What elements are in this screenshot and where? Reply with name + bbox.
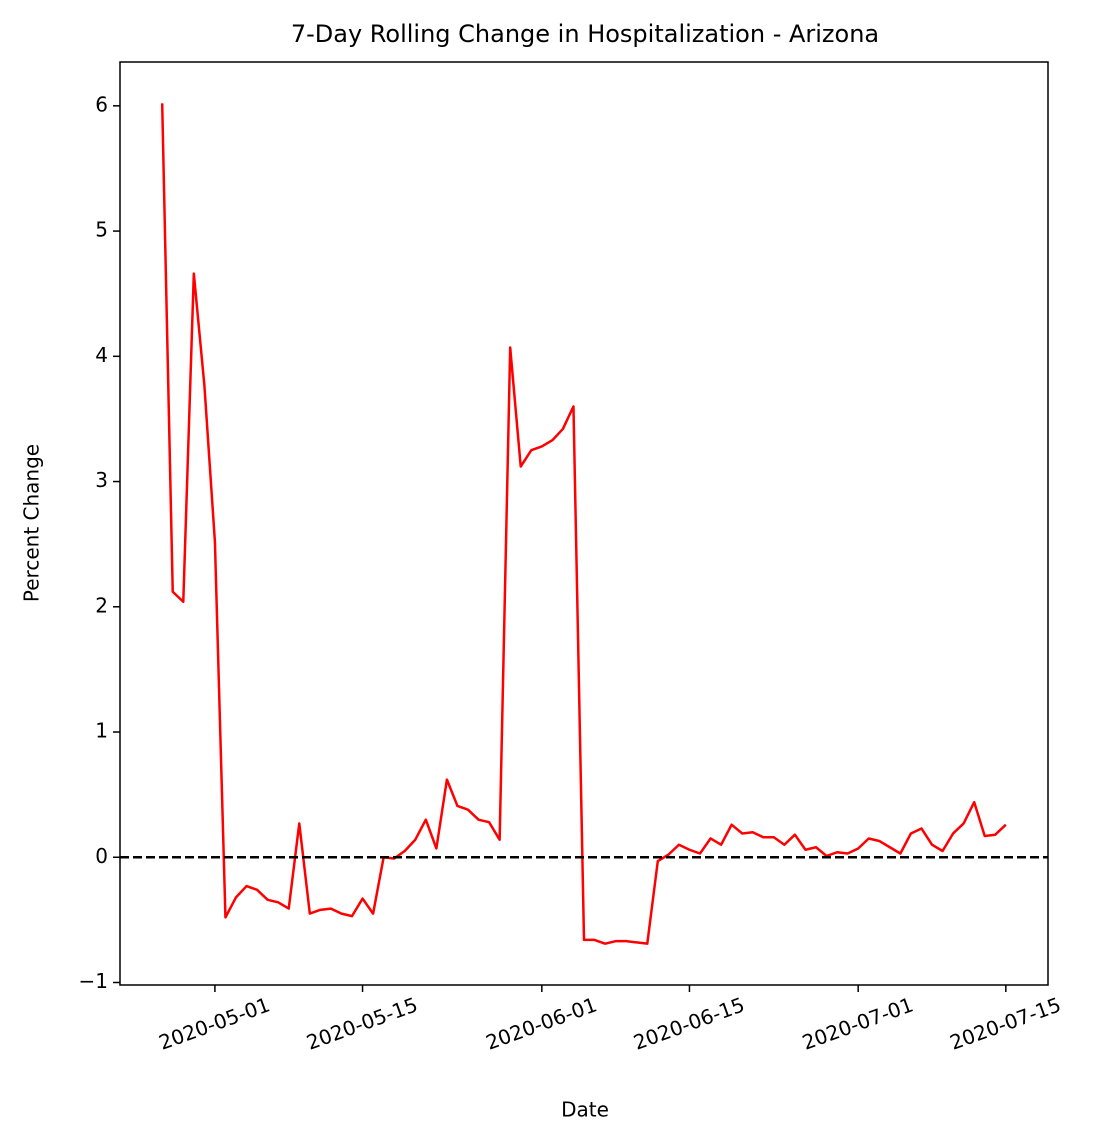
x-tick-label: 2020-07-15 <box>947 992 1064 1054</box>
line-series <box>160 103 1007 945</box>
x-tick-label: 2020-05-15 <box>303 992 420 1054</box>
y-tick-label: 2 <box>95 593 108 617</box>
y-tick-label: 1 <box>95 719 108 743</box>
x-axis-label: Date <box>561 1098 609 1122</box>
x-tick-label: 2020-06-15 <box>630 992 747 1054</box>
y-tick-label: 5 <box>95 218 108 242</box>
x-tick-label: 2020-05-01 <box>156 992 273 1054</box>
y-tick-label: 3 <box>95 468 108 492</box>
x-tick-label: 2020-07-01 <box>799 992 916 1054</box>
y-tick-label: 0 <box>95 844 108 868</box>
plot-frame <box>119 61 1049 986</box>
y-tick-label: −1 <box>79 969 108 993</box>
y-tick-label: 6 <box>95 92 108 116</box>
y-axis-label: Percent Change <box>20 444 44 602</box>
y-tick-label: 4 <box>95 343 108 367</box>
chart-title: 7-Day Rolling Change in Hospitalization … <box>291 20 879 48</box>
x-tick-label: 2020-06-01 <box>483 992 600 1054</box>
